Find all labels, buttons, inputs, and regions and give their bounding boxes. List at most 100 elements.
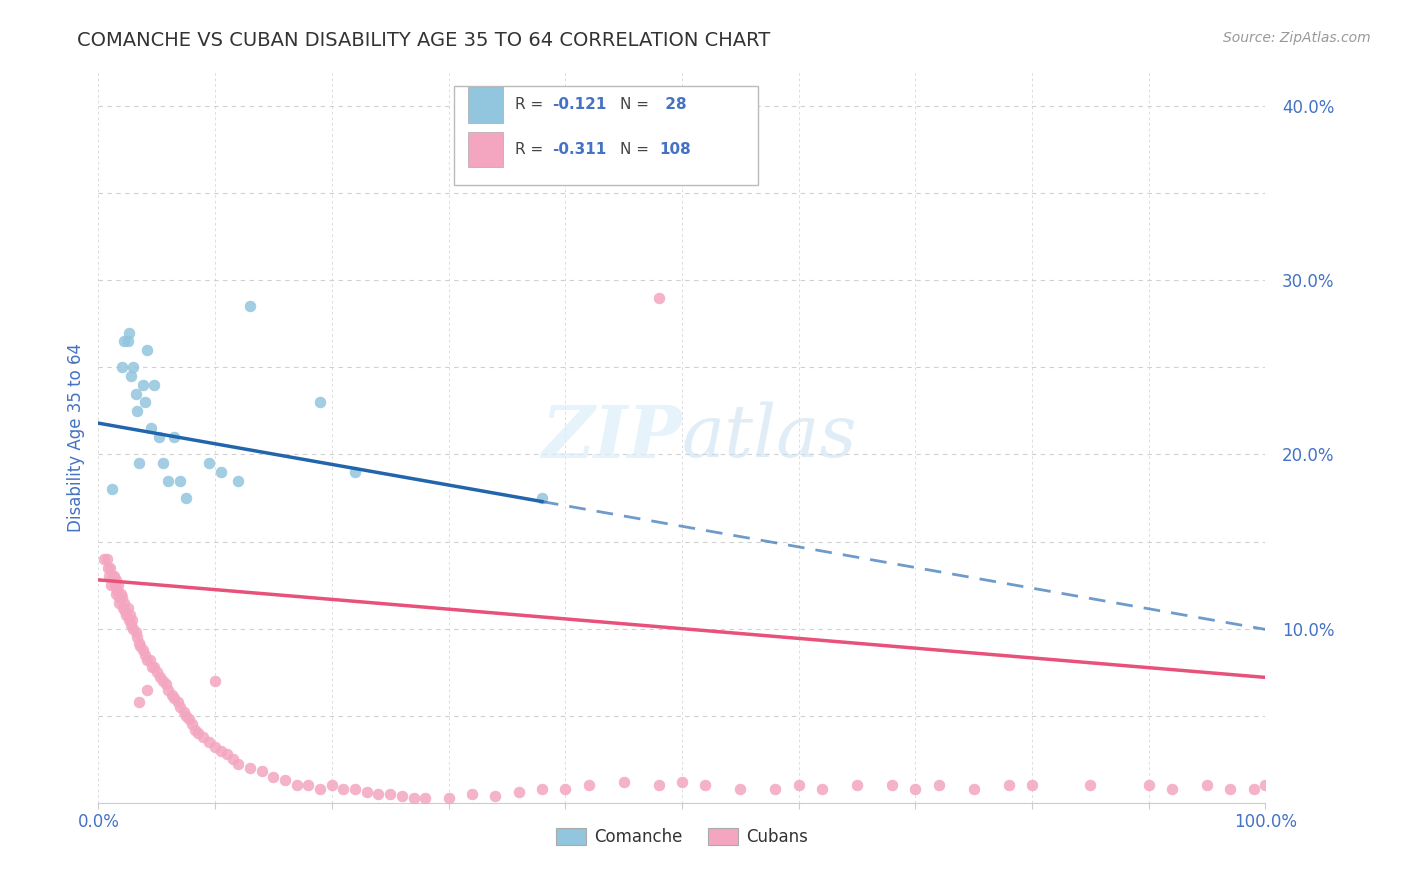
Text: -0.311: -0.311 xyxy=(553,142,606,157)
Point xyxy=(132,642,155,657)
Point xyxy=(105,583,128,598)
Point xyxy=(152,456,174,470)
Point xyxy=(928,778,950,792)
Point xyxy=(143,660,166,674)
Point xyxy=(136,682,159,697)
Point xyxy=(132,377,155,392)
Point xyxy=(484,789,506,803)
Point xyxy=(180,717,202,731)
Point xyxy=(846,778,869,792)
Point xyxy=(215,747,238,761)
Point xyxy=(111,360,134,375)
Point xyxy=(187,726,209,740)
Point xyxy=(309,395,332,409)
Point xyxy=(221,752,243,766)
Point xyxy=(1254,778,1277,792)
Point xyxy=(695,778,717,792)
Text: N =: N = xyxy=(620,97,654,112)
Point xyxy=(250,764,273,779)
Point xyxy=(136,343,159,357)
Point xyxy=(122,622,145,636)
Point xyxy=(108,591,131,605)
Point xyxy=(114,604,136,618)
Point xyxy=(97,569,120,583)
Point xyxy=(391,789,413,803)
Point xyxy=(139,421,162,435)
Point xyxy=(811,781,834,796)
Point xyxy=(136,653,159,667)
Point xyxy=(402,790,425,805)
Point xyxy=(117,334,139,349)
Point xyxy=(143,377,166,392)
Point xyxy=(321,778,343,792)
Point xyxy=(209,743,232,757)
Point xyxy=(160,688,183,702)
Point xyxy=(163,430,186,444)
Point xyxy=(356,785,378,799)
Legend: Comanche, Cubans: Comanche, Cubans xyxy=(550,822,814,853)
Point xyxy=(112,595,135,609)
Point xyxy=(163,691,186,706)
Point xyxy=(262,770,284,784)
Point xyxy=(204,740,226,755)
Point xyxy=(193,730,215,744)
Point xyxy=(647,778,669,792)
Point xyxy=(198,456,221,470)
Point xyxy=(111,591,134,605)
Point xyxy=(125,625,148,640)
Point xyxy=(111,600,134,615)
Point xyxy=(120,369,142,384)
Point xyxy=(1161,781,1184,796)
Point xyxy=(730,781,752,796)
Point xyxy=(117,600,139,615)
FancyBboxPatch shape xyxy=(468,132,503,167)
Point xyxy=(93,552,115,566)
Point xyxy=(128,695,150,709)
Point xyxy=(344,465,367,479)
Point xyxy=(134,648,156,662)
Point xyxy=(125,404,148,418)
Point xyxy=(554,781,576,796)
Point xyxy=(344,781,367,796)
Point xyxy=(128,635,150,649)
Point xyxy=(179,712,201,726)
Point xyxy=(139,653,162,667)
Point xyxy=(101,483,124,497)
Point xyxy=(204,673,226,688)
Point xyxy=(174,708,197,723)
Point xyxy=(671,775,693,789)
Text: 28: 28 xyxy=(659,97,686,112)
Point xyxy=(98,560,121,574)
Point xyxy=(461,787,484,801)
Point xyxy=(110,587,132,601)
Point xyxy=(184,723,207,737)
Point xyxy=(173,705,195,719)
Point xyxy=(530,781,553,796)
Point xyxy=(157,474,180,488)
Point xyxy=(118,607,141,622)
Point xyxy=(1219,781,1241,796)
Point xyxy=(169,474,191,488)
Point xyxy=(149,670,172,684)
Point xyxy=(112,334,135,349)
Point xyxy=(209,465,232,479)
Point xyxy=(198,735,221,749)
Point xyxy=(1243,781,1265,796)
Point xyxy=(100,578,122,592)
Point xyxy=(115,607,138,622)
Point xyxy=(962,781,984,796)
Point xyxy=(152,673,174,688)
Point xyxy=(104,587,127,601)
Point xyxy=(141,660,163,674)
Point xyxy=(118,613,141,627)
Text: 108: 108 xyxy=(659,142,692,157)
Text: ZIP: ZIP xyxy=(541,401,682,473)
Point xyxy=(108,595,131,609)
Point xyxy=(134,395,156,409)
Point xyxy=(380,787,402,801)
Point xyxy=(787,778,810,792)
Y-axis label: Disability Age 35 to 64: Disability Age 35 to 64 xyxy=(66,343,84,532)
Point xyxy=(578,778,600,792)
Point xyxy=(309,781,332,796)
Text: N =: N = xyxy=(620,142,654,157)
